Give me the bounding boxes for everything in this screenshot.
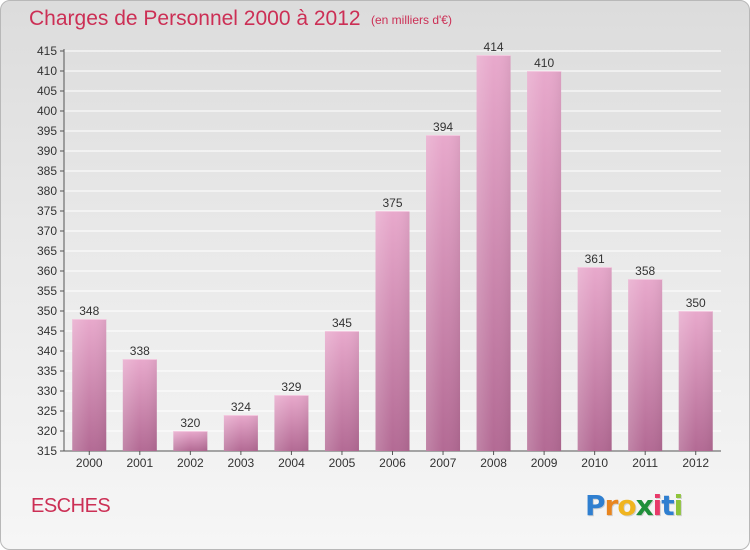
chart-subtitle: (en milliers d'€)	[371, 13, 452, 27]
y-tick-label: 390	[37, 144, 57, 158]
bar-value-label: 338	[130, 344, 150, 358]
y-tick-label: 380	[37, 184, 57, 198]
proxiti-logo: Proxiti	[585, 489, 684, 522]
bar-value-label: 324	[231, 400, 251, 414]
y-tick-label: 315	[37, 444, 57, 458]
y-tick-label: 395	[37, 124, 57, 138]
x-tick-label: 2006	[379, 456, 406, 470]
bar-highlight	[223, 415, 258, 451]
bar-value-label: 410	[534, 56, 554, 70]
y-tick-label: 405	[37, 84, 57, 98]
y-tick-label: 375	[37, 204, 57, 218]
x-tick-label: 2005	[329, 456, 356, 470]
bar-highlight	[426, 135, 461, 451]
y-tick-label: 325	[37, 404, 57, 418]
bar-value-label: 345	[332, 316, 352, 330]
y-tick-label: 335	[37, 364, 57, 378]
x-tick-label: 2011	[632, 456, 658, 470]
bar-value-label: 350	[686, 296, 706, 310]
bar-highlight	[375, 211, 410, 451]
logo-letter: P	[585, 489, 606, 522]
bar-highlight	[577, 267, 612, 451]
bar-highlight	[628, 279, 663, 451]
x-tick-label: 2012	[682, 456, 709, 470]
x-tick-label: 2008	[480, 456, 507, 470]
logo-letter: r	[604, 489, 619, 522]
x-tick-label: 2003	[228, 456, 255, 470]
y-tick-label: 330	[37, 384, 57, 398]
logo-letter: x	[635, 489, 654, 522]
y-tick-label: 340	[37, 344, 57, 358]
y-tick-label: 385	[37, 164, 57, 178]
y-tick-label: 345	[37, 324, 57, 338]
x-tick-label: 2010	[581, 456, 608, 470]
bar-highlight	[527, 71, 562, 451]
y-tick-label: 320	[37, 424, 57, 438]
x-tick-label: 2009	[531, 456, 558, 470]
y-tick-label: 355	[37, 284, 57, 298]
bar-value-label: 358	[635, 264, 655, 278]
bar-highlight	[678, 311, 713, 451]
bar-highlight	[122, 359, 157, 451]
chart-title: Charges de Personnel 2000 à 2012	[29, 7, 361, 30]
bar-value-label: 394	[433, 120, 453, 134]
x-tick-labels: 2000 2001 2002 2003 2004 2005 2006 2007 2008 2009…	[76, 456, 709, 470]
y-tick-label: 415	[37, 44, 57, 58]
x-tick-label: 2002	[177, 456, 204, 470]
y-tick-label: 400	[37, 104, 57, 118]
value-labels: 348 338 320 324 329 345 375 394 414 410 361 358 350	[79, 40, 706, 430]
bar-value-label: 414	[484, 40, 504, 54]
x-tick-label: 2004	[278, 456, 305, 470]
bar-highlight	[274, 395, 309, 451]
logo-letter: i	[652, 489, 663, 522]
bar-highlight	[324, 331, 359, 451]
bar-highlight	[476, 55, 511, 451]
x-tick-label: 2000	[76, 456, 103, 470]
logo-letter: o	[617, 489, 636, 522]
y-tick-label: 350	[37, 304, 57, 318]
x-tick-label: 2007	[430, 456, 457, 470]
bar-value-label: 361	[585, 252, 605, 266]
y-tick-label: 370	[37, 224, 57, 238]
logo-letter: i	[673, 489, 684, 522]
y-tick-label: 360	[37, 264, 57, 278]
bar-value-label: 348	[79, 304, 99, 318]
y-tick-labels: 315 320 325 330 335 340 345 350 355 360 365 370 375 3…	[37, 44, 57, 458]
bar-highlight	[72, 319, 107, 451]
y-tick-label: 410	[37, 64, 57, 78]
bar-value-label: 329	[281, 380, 301, 394]
commune-name: ESCHES	[31, 495, 111, 517]
x-tick-label: 2001	[126, 456, 153, 470]
y-tick-label: 365	[37, 244, 57, 258]
bar-value-label: 375	[382, 196, 402, 210]
bars	[72, 55, 713, 451]
bar-value-label: 320	[180, 416, 200, 430]
logo-letter: t	[661, 489, 674, 522]
bar-highlight	[173, 431, 208, 451]
